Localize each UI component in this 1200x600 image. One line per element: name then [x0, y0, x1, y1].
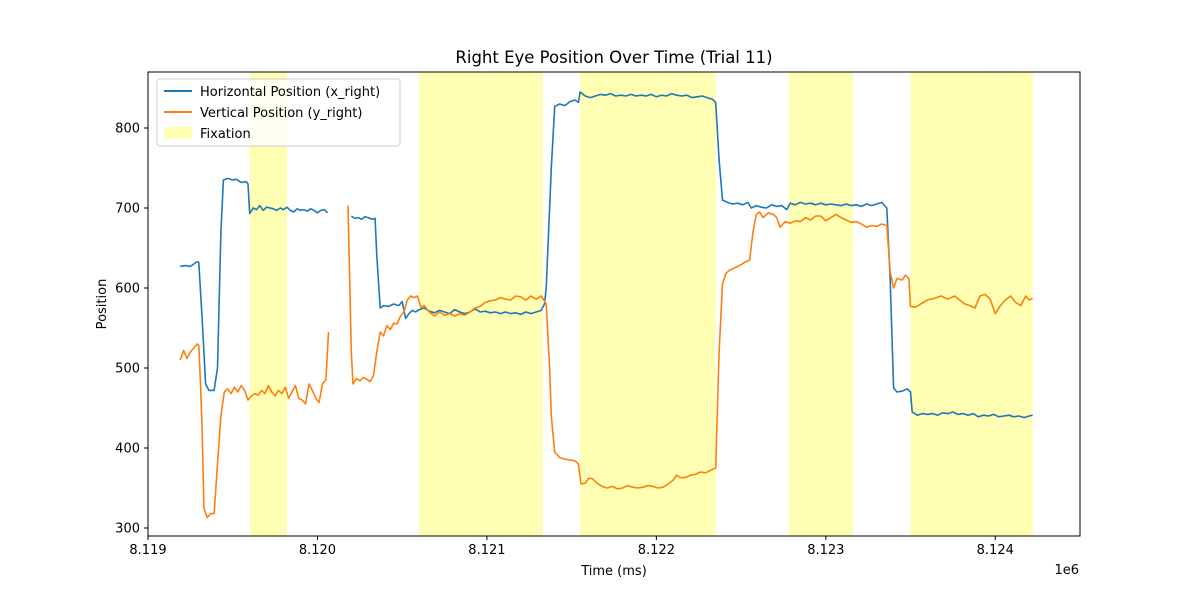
x-tick-label: 8.124 — [977, 543, 1014, 558]
legend-box — [156, 78, 401, 147]
x-axis-label: Time (ms) — [580, 564, 647, 579]
x-tick-label: 8.123 — [807, 543, 844, 558]
fixation-band — [419, 72, 491, 536]
y-axis: 300 400 500 600 700 800 — [115, 122, 148, 537]
x-axis: 8.119 8.120 8.121 8.122 8.123 8.124 — [129, 536, 1014, 558]
horizontal-position-line — [180, 177, 329, 392]
x-tick-label: 8.119 — [129, 543, 166, 558]
fixation-band — [249, 72, 287, 536]
vertical-position-line — [347, 205, 1033, 490]
fixation-bands — [249, 72, 1033, 536]
legend: Horizontal Position (x_right) Vertical P… — [156, 78, 401, 147]
legend-label-horizontal: Horizontal Position (x_right) — [200, 85, 380, 100]
y-tick-label: 400 — [115, 442, 140, 457]
plot-lines — [179, 91, 1033, 519]
fixation-band — [490, 72, 543, 536]
y-tick-label: 300 — [115, 522, 140, 537]
y-tick-label: 700 — [115, 202, 140, 217]
plot-frame — [147, 71, 1081, 537]
x-tick-label: 8.121 — [468, 543, 505, 558]
chart-title: Right Eye Position Over Time (Trial 11) — [455, 48, 772, 67]
y-tick-label: 600 — [115, 282, 140, 297]
fixation-band — [788, 72, 853, 536]
x-tick-label: 8.122 — [638, 543, 675, 558]
horizontal-position-line — [350, 91, 1033, 419]
x-tick-label: 8.120 — [299, 543, 336, 558]
fixation-band — [673, 72, 716, 536]
fixation-band — [580, 72, 674, 536]
y-axis-label: Position — [95, 279, 110, 330]
vertical-position-line — [179, 331, 330, 519]
x-axis-offset: 1e6 — [1054, 563, 1079, 578]
fixation-band — [910, 72, 996, 536]
y-tick-label: 800 — [115, 122, 140, 137]
legend-label-vertical: Vertical Position (y_right) — [200, 106, 362, 121]
y-tick-label: 500 — [115, 362, 140, 377]
legend-label-fixation: Fixation — [200, 127, 251, 142]
legend-swatch-fixation — [164, 127, 192, 139]
